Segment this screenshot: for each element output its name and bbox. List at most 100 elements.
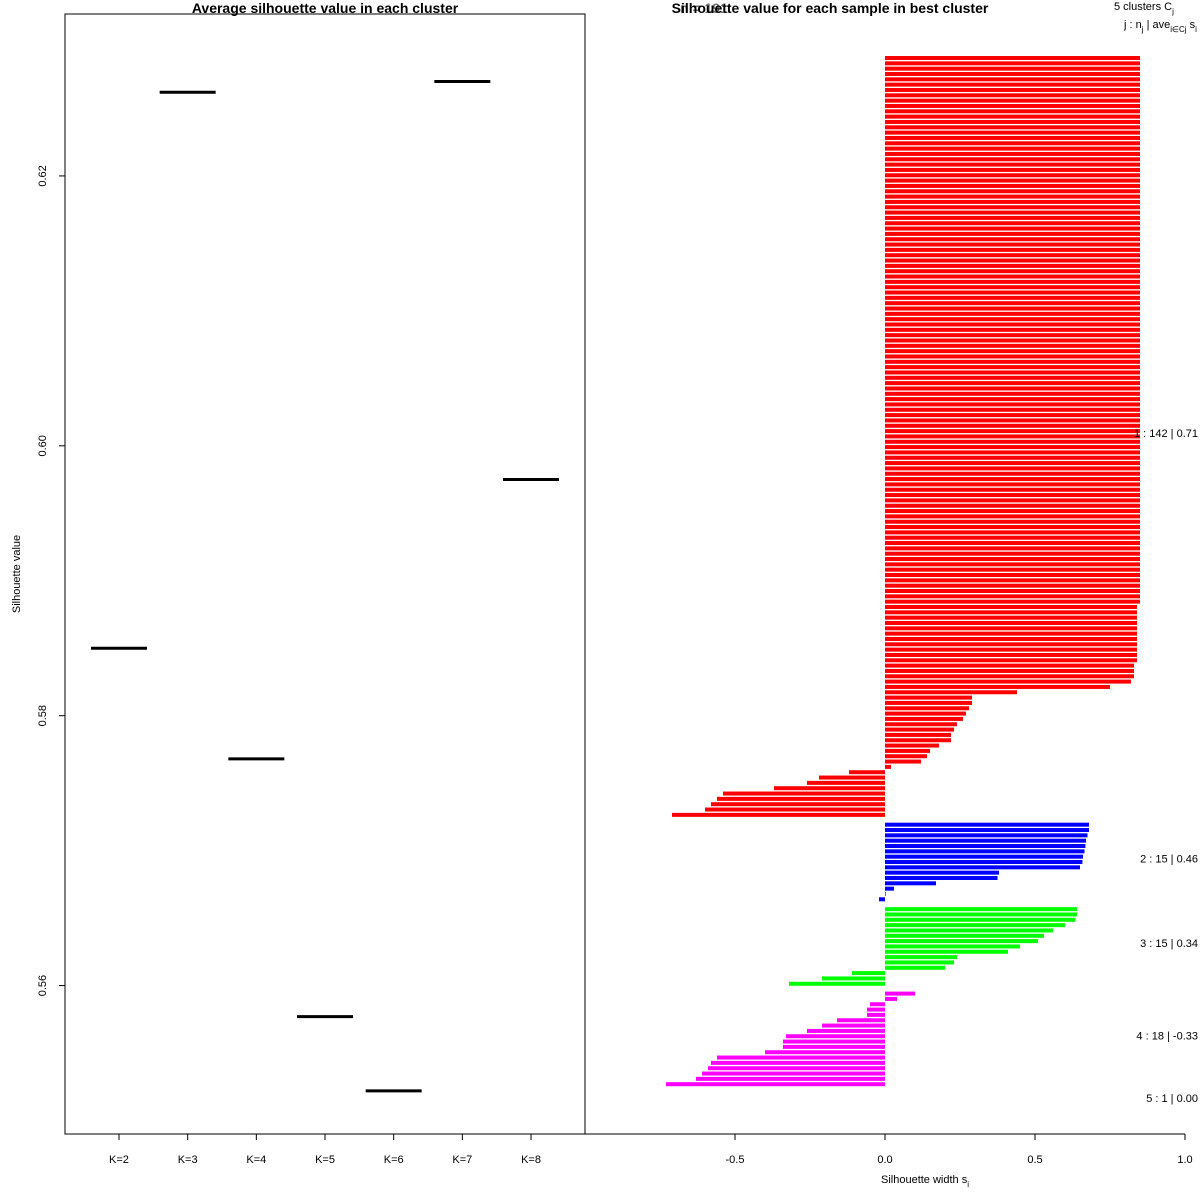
silhouette-bar <box>885 450 1140 455</box>
right-chart-title: Silhouette value for each sample in best… <box>672 0 989 16</box>
silhouette-bar <box>885 429 1140 434</box>
silhouette-bar <box>885 482 1140 487</box>
silhouette-bar <box>774 786 885 791</box>
silhouette-bar <box>885 631 1137 636</box>
silhouette-bar <box>885 562 1140 567</box>
silhouette-bar <box>819 775 885 780</box>
silhouette-bar <box>885 82 1140 87</box>
silhouette-bar <box>885 567 1140 572</box>
right-x-axis-label: Silhouette width si <box>881 1174 969 1189</box>
silhouette-bar <box>885 71 1140 76</box>
silhouette-bar <box>885 626 1137 631</box>
header-line-2: j : nj | avei∈Cj si <box>1123 19 1197 34</box>
header-line-1-main: 5 clusters C <box>1114 1 1172 13</box>
cluster-summary-label: 5 : 1 | 0.00 <box>1146 1093 1198 1105</box>
silhouette-bar <box>885 652 1137 657</box>
silhouette-bar <box>885 205 1140 210</box>
silhouette-bar <box>885 301 1140 306</box>
silhouette-bar <box>885 599 1140 604</box>
silhouette-bar <box>885 333 1140 338</box>
right-x-axis: -0.5 0.0 0.5 1.0 <box>585 1133 1193 1166</box>
silhouette-bar <box>807 1028 885 1033</box>
silhouette-bar <box>885 445 1140 450</box>
silhouette-bar <box>885 541 1140 546</box>
silhouette-bar <box>765 1050 885 1055</box>
silhouette-bar <box>666 1082 885 1087</box>
silhouette-bar <box>885 487 1140 492</box>
header-line-2-b: | ave <box>1144 19 1171 31</box>
silhouette-bar <box>885 991 915 996</box>
silhouette-bar <box>885 722 957 727</box>
silhouette-bar <box>885 98 1140 103</box>
silhouette-bar <box>885 327 1140 332</box>
silhouette-bar <box>885 114 1140 119</box>
silhouette-bar <box>885 530 1140 535</box>
silhouette-bar <box>885 960 954 965</box>
silhouette-bar <box>885 135 1140 140</box>
right-x-axis-label-main: Silhouette width s <box>881 1174 968 1186</box>
silhouette-bar <box>885 237 1140 242</box>
silhouette-bar <box>885 253 1140 258</box>
silhouette-bar <box>705 807 885 812</box>
silhouette-bar <box>672 812 885 817</box>
header-line-2-sub-c: i <box>1195 25 1197 34</box>
silhouette-bar <box>885 764 891 769</box>
left-y-tick-label: 0.56 <box>37 975 49 996</box>
silhouette-bar <box>885 917 1076 922</box>
silhouette-bar <box>885 525 1140 530</box>
silhouette-bar <box>885 748 930 753</box>
silhouette-bar <box>879 897 885 902</box>
silhouette-bar <box>807 780 885 785</box>
silhouette-bar <box>885 439 1140 444</box>
silhouette-bar <box>885 210 1140 215</box>
silhouette-bar <box>885 912 1077 917</box>
silhouette-bar <box>885 860 1083 864</box>
silhouette-bar <box>870 1002 885 1007</box>
silhouette-bar <box>885 87 1140 92</box>
silhouette-bar <box>885 407 1140 412</box>
silhouette-bar <box>711 802 885 807</box>
silhouette-bar <box>885 178 1140 183</box>
silhouette-bar <box>786 1034 885 1039</box>
silhouette-bar <box>885 258 1140 263</box>
left-x-axis: K=2 K=3 K=4 K=5 K=6 K=7 K=8 <box>109 1134 541 1166</box>
silhouette-bar <box>885 828 1089 833</box>
silhouette-bar <box>822 1023 885 1028</box>
silhouette-bar <box>885 727 954 732</box>
silhouette-bar <box>885 162 1140 167</box>
right-x-tick-label: -0.5 <box>726 1154 745 1166</box>
header-line-1-sub: j <box>1171 7 1174 16</box>
silhouette-bar <box>885 173 1140 178</box>
silhouette-bar <box>696 1076 885 1081</box>
silhouette-bar <box>885 732 951 737</box>
silhouette-bar <box>885 939 1038 944</box>
silhouette-bar <box>885 242 1140 247</box>
left-y-axis-label: Silhouette value <box>11 535 23 613</box>
silhouette-bar <box>885 359 1140 364</box>
silhouette-bar <box>885 886 894 891</box>
silhouette-bar <box>885 668 1134 673</box>
silhouette-bar <box>783 1039 885 1044</box>
silhouette-bar <box>885 354 1140 359</box>
silhouette-bar <box>885 594 1140 599</box>
silhouette-bar <box>885 557 1140 562</box>
silhouette-bar <box>885 620 1137 625</box>
silhouette-bar <box>849 770 885 775</box>
silhouette-bar <box>885 754 927 759</box>
silhouette-bar <box>885 535 1140 540</box>
silhouette-bar <box>885 583 1140 588</box>
silhouette-bar <box>885 706 969 711</box>
silhouette-bar <box>885 881 936 886</box>
cluster-summary-label: 4 : 18 | -0.33 <box>1136 1031 1198 1043</box>
silhouette-bar <box>885 391 1140 396</box>
silhouette-bar <box>885 604 1137 609</box>
silhouette-bar <box>885 338 1140 343</box>
silhouette-bar <box>852 971 885 976</box>
silhouette-bar <box>885 455 1140 460</box>
header-line-2-a: j : n <box>1123 19 1142 31</box>
silhouette-bar <box>885 965 945 970</box>
silhouette-bar <box>885 381 1140 386</box>
left-plot-frame <box>64 13 586 1135</box>
silhouette-bar <box>885 317 1140 322</box>
